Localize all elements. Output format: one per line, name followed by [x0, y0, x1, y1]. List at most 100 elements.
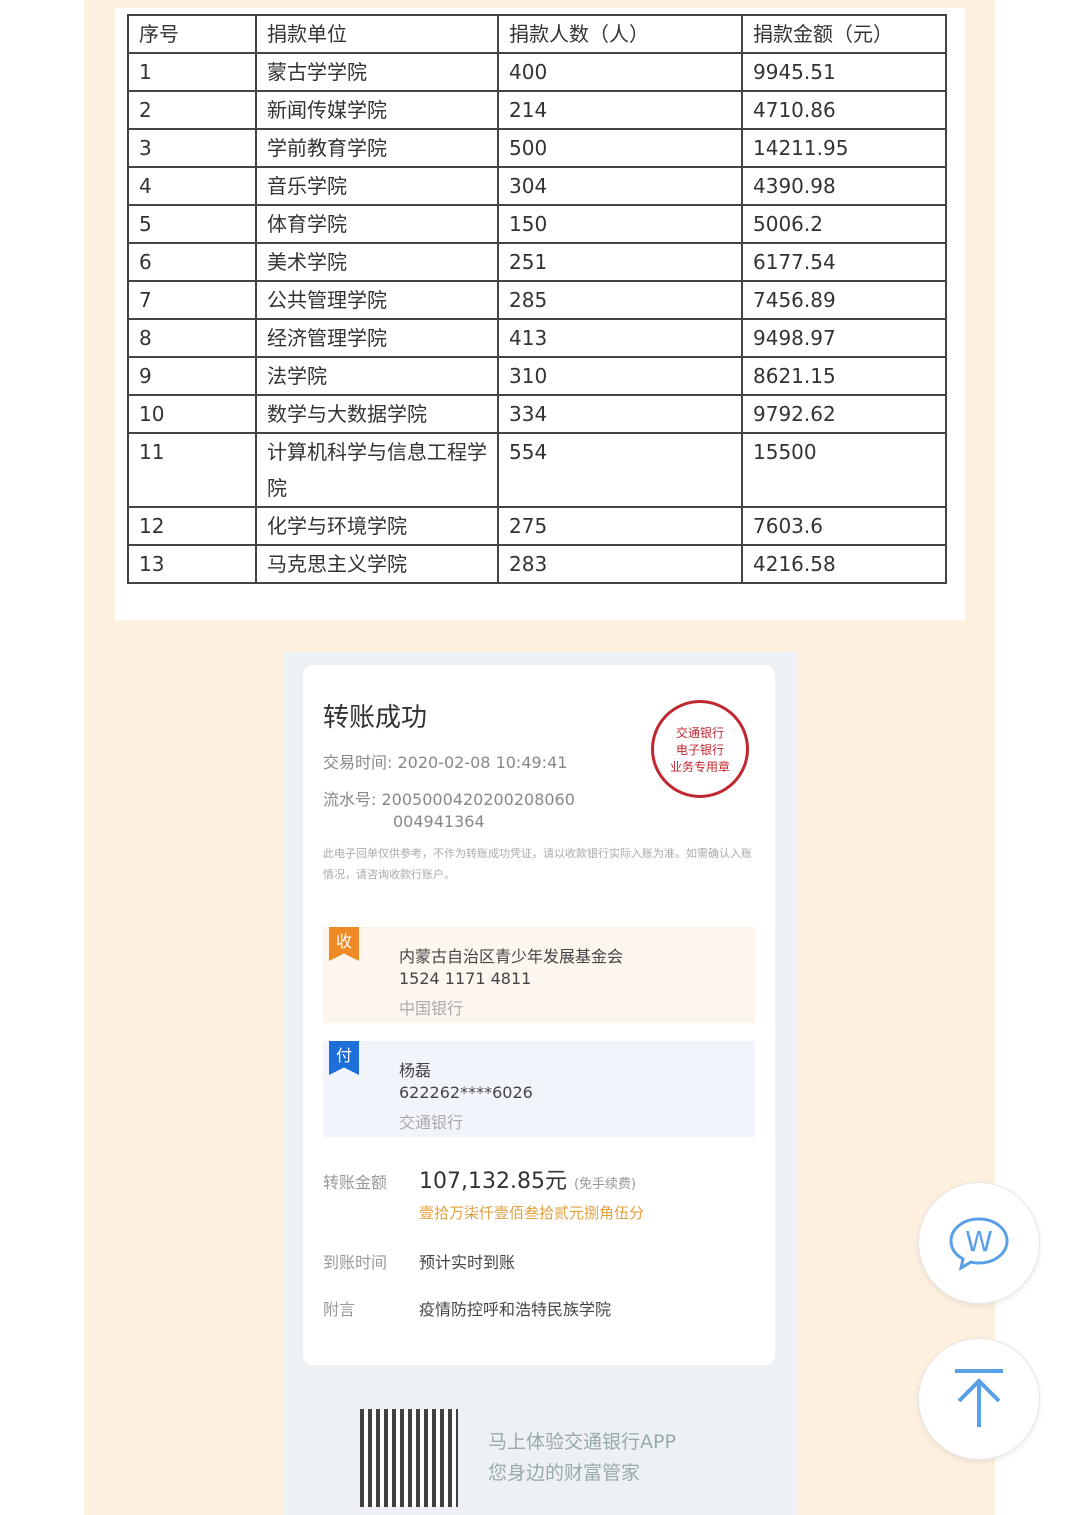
table-cell: 7456.89: [741, 280, 947, 320]
table-cell: 序号: [127, 14, 257, 54]
arrival-row: 到账时间 预计实时到账: [323, 1249, 515, 1273]
table-cell: 7: [127, 280, 257, 320]
donation-table-image: 序号 捐款单位 捐款人数（人） 捐款金额（元） 1 蒙古学学院 400 9945.51 2 新闻传…: [115, 8, 965, 620]
table-cell: 9945.51: [741, 52, 947, 92]
table-cell: 2: [127, 90, 257, 130]
trade-time: 交易时间: 2020-02-08 10:49:41: [323, 749, 567, 773]
table-cell: 计算机科学与信息工程学院: [255, 432, 499, 508]
table-row: 13 马克思主义学院 283 4216.58: [127, 544, 947, 584]
amount-value: 107,132.85元 (免手续费): [419, 1163, 636, 1195]
table-cell: 公共管理学院: [255, 280, 499, 320]
table-cell: 9498.97: [741, 318, 947, 358]
table-cell: 150: [497, 204, 743, 244]
table-cell: 3: [127, 128, 257, 168]
table-row: 8 经济管理学院 413 9498.97: [127, 318, 947, 358]
app-promo-line-2: 您身边的财富管家: [488, 1462, 641, 1484]
table-row: 1 蒙古学学院 400 9945.51: [127, 52, 947, 92]
bank-seal-stamp: 交通银行 电子银行 业务专用章: [651, 700, 749, 798]
time-label: 交易时间:: [323, 753, 393, 772]
table-cell: 4390.98: [741, 166, 947, 206]
amount-label: 转账金额: [323, 1173, 388, 1192]
table-cell: 15500: [741, 432, 947, 508]
payer-name: 杨磊: [399, 1061, 432, 1080]
payer-badge-icon: 付: [329, 1041, 359, 1075]
chat-w-icon: W: [949, 1217, 1009, 1271]
table-cell: 捐款金额（元）: [741, 14, 947, 54]
table-cell: 马克思主义学院: [255, 544, 499, 584]
table-row: 6 美术学院 251 6177.54: [127, 242, 947, 282]
payee-bank: 中国银行: [399, 999, 464, 1018]
table-cell: 14211.95: [741, 128, 947, 168]
donation-table: 序号 捐款单位 捐款人数（人） 捐款金额（元） 1 蒙古学学院 400 9945.51 2 新闻传…: [127, 14, 947, 584]
table-cell: 1: [127, 52, 257, 92]
table-cell: 554: [497, 432, 743, 508]
amount: 107,132.85元: [419, 1169, 567, 1194]
table-cell: 化学与环境学院: [255, 506, 499, 546]
table-cell: 400: [497, 52, 743, 92]
amount-row: 转账金额 107,132.85元 (免手续费) 壹拾万柒仟壹佰叁拾贰元捌角伍分: [323, 1169, 644, 1222]
table-row: 4 音乐学院 304 4390.98: [127, 166, 947, 206]
table-cell: 6177.54: [741, 242, 947, 282]
table-cell: 5: [127, 204, 257, 244]
table-cell: 304: [497, 166, 743, 206]
qr-code: [360, 1409, 458, 1507]
disclaimer-note: 此电子回单仅供参考，不作为转账成功凭证，请以收款银行实际入账为准。如需确认入账情…: [323, 847, 752, 881]
table-row: 2 新闻传媒学院 214 4710.86: [127, 90, 947, 130]
table-cell: 法学院: [255, 356, 499, 396]
time-value: 2020-02-08 10:49:41: [397, 753, 568, 772]
payee-account: 1524 1171 4811: [399, 969, 532, 988]
serial-label: 流水号:: [323, 790, 377, 809]
table-cell: 12: [127, 506, 257, 546]
table-cell: 5006.2: [741, 204, 947, 244]
table-cell: 美术学院: [255, 242, 499, 282]
table-cell: 数学与大数据学院: [255, 394, 499, 434]
payer-section: 付 杨磊 622262****6026 交通银行: [323, 1041, 755, 1137]
transfer-receipt-image: 转账成功 交易时间: 2020-02-08 10:49:41 流水号: 2005…: [283, 652, 797, 1515]
table-row: 12 化学与环境学院 275 7603.6: [127, 506, 947, 546]
memo-value: 疫情防控呼和浩特民族学院: [419, 1300, 612, 1319]
serial-value-1: 2005000420200208060: [381, 790, 575, 809]
table-row: 9 法学院 310 8621.15: [127, 356, 947, 396]
table-cell: 9792.62: [741, 394, 947, 434]
table-cell: 310: [497, 356, 743, 396]
table-cell: 9: [127, 356, 257, 396]
table-cell: 8621.15: [741, 356, 947, 396]
table-cell: 4216.58: [741, 544, 947, 584]
table-cell: 体育学院: [255, 204, 499, 244]
table-cell: 334: [497, 394, 743, 434]
payer-bank: 交通银行: [399, 1113, 464, 1132]
serial-value-2: 004941364: [393, 812, 485, 831]
table-cell: 经济管理学院: [255, 318, 499, 358]
memo-row: 附言 疫情防控呼和浩特民族学院: [323, 1296, 611, 1320]
table-row: 7 公共管理学院 285 7456.89: [127, 280, 947, 320]
table-header-row: 序号 捐款单位 捐款人数（人） 捐款金额（元）: [127, 14, 947, 54]
svg-text:W: W: [965, 1225, 993, 1258]
table-cell: 13: [127, 544, 257, 584]
table-cell: 214: [497, 90, 743, 130]
table-cell: 285: [497, 280, 743, 320]
receipt-card: 转账成功 交易时间: 2020-02-08 10:49:41 流水号: 2005…: [303, 665, 775, 1365]
table-cell: 7603.6: [741, 506, 947, 546]
table-cell: 4710.86: [741, 90, 947, 130]
payer-account: 622262****6026: [399, 1083, 533, 1102]
back-to-top-button[interactable]: [918, 1338, 1040, 1460]
fee-note: (免手续费): [573, 1177, 637, 1192]
table-cell: 8: [127, 318, 257, 358]
table-cell: 新闻传媒学院: [255, 90, 499, 130]
table-cell: 音乐学院: [255, 166, 499, 206]
table-cell: 4: [127, 166, 257, 206]
receipt-title: 转账成功: [323, 703, 428, 733]
table-cell: 11: [127, 432, 257, 508]
table-cell: 捐款人数（人）: [497, 14, 743, 54]
table-row: 10 数学与大数据学院 334 9792.62: [127, 394, 947, 434]
table-cell: 6: [127, 242, 257, 282]
payee-section: 收 内蒙古自治区青少年发展基金会 1524 1171 4811 中国银行: [323, 927, 755, 1023]
table-cell: 学前教育学院: [255, 128, 499, 168]
payee-badge-icon: 收: [329, 927, 359, 961]
payee-name: 内蒙古自治区青少年发展基金会: [399, 947, 624, 966]
table-row: 5 体育学院 150 5006.2: [127, 204, 947, 244]
table-row: 11 计算机科学与信息工程学院 554 15500: [127, 432, 947, 508]
table-row: 3 学前教育学院 500 14211.95: [127, 128, 947, 168]
wechat-share-button[interactable]: W: [918, 1182, 1040, 1304]
memo-label: 附言: [323, 1300, 356, 1319]
